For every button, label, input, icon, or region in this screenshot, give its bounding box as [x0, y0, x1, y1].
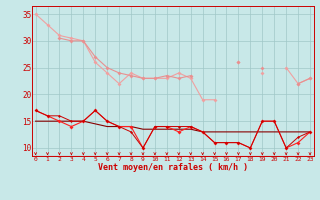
X-axis label: Vent moyen/en rafales ( km/h ): Vent moyen/en rafales ( km/h ) — [98, 163, 248, 172]
